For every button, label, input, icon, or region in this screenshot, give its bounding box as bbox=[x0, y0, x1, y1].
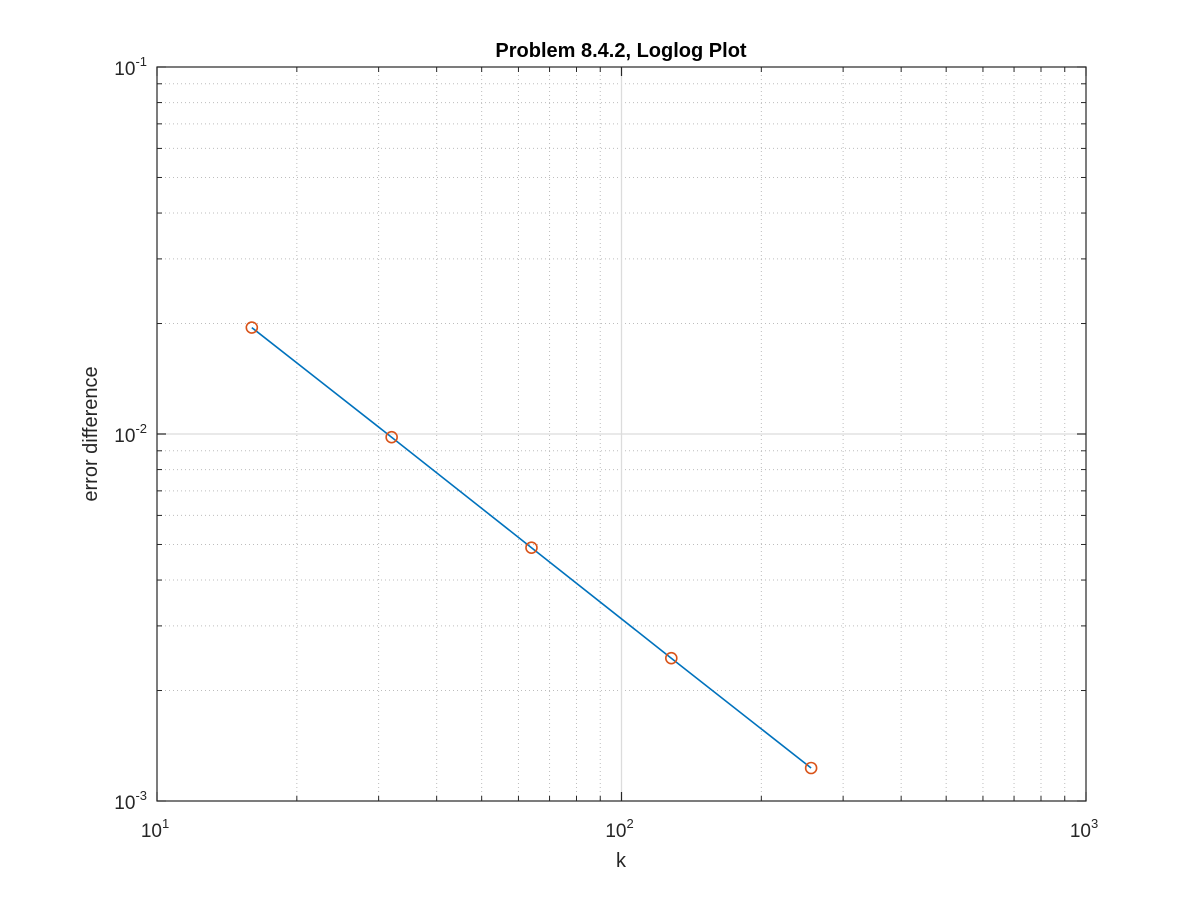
data-point bbox=[525, 541, 538, 554]
data-point bbox=[804, 761, 818, 775]
x-tick-exponent: 1 bbox=[162, 816, 169, 831]
y-tick-exponent: -3 bbox=[135, 788, 147, 803]
y-tick-base: 10 bbox=[114, 793, 135, 814]
x-tick-labels: 101 102 103 bbox=[141, 816, 1098, 842]
y-tick-base: 10 bbox=[114, 426, 135, 447]
tick-marks bbox=[156, 66, 1087, 802]
x-tick-label: 102 bbox=[605, 816, 633, 842]
y-tick-base: 10 bbox=[114, 59, 135, 80]
x-tick-base: 10 bbox=[1070, 821, 1091, 842]
y-tick-label: 10-1 bbox=[114, 54, 147, 80]
x-tick-label: 101 bbox=[141, 816, 169, 842]
chart-title: Problem 8.4.2, Loglog Plot bbox=[495, 40, 746, 62]
data-point bbox=[385, 430, 398, 444]
x-tick-base: 10 bbox=[605, 821, 626, 842]
x-tick-label: 103 bbox=[1070, 816, 1098, 842]
y-tick-label: 10-3 bbox=[114, 788, 147, 814]
y-tick-exponent: -2 bbox=[135, 421, 147, 436]
data-point bbox=[664, 651, 678, 665]
x-tick-exponent: 3 bbox=[1091, 816, 1098, 831]
major-grid bbox=[157, 67, 1086, 801]
data-point bbox=[245, 321, 259, 334]
y-tick-labels: 10-310-210-1 bbox=[114, 54, 147, 814]
x-tick-base: 10 bbox=[141, 821, 162, 842]
series-line bbox=[251, 326, 812, 769]
series-layer bbox=[245, 321, 818, 775]
y-axis-label: error difference bbox=[80, 366, 102, 501]
y-tick-label: 10-2 bbox=[114, 421, 147, 447]
x-tick-exponent: 2 bbox=[626, 816, 633, 831]
x-axis-label: k bbox=[616, 850, 627, 872]
y-tick-exponent: -1 bbox=[135, 54, 147, 69]
